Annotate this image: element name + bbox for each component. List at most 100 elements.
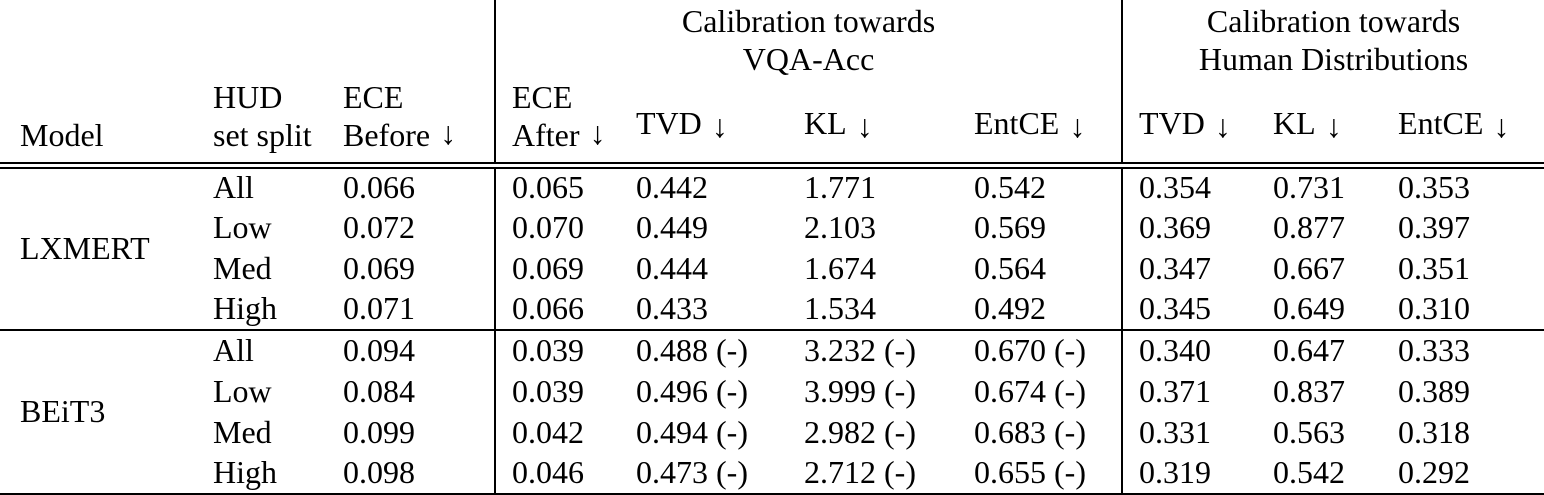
cell-entce-human: 0.318 <box>1398 413 1471 450</box>
cell-split: High <box>197 452 327 495</box>
cell-kl-human: 0.667 <box>1273 249 1346 286</box>
group-header-calibration-vqa: Calibration towards VQA-Acc <box>493 0 1123 78</box>
cell-ece-after: 0.069 <box>494 247 620 289</box>
cell-kl-human: 0.649 <box>1273 290 1346 327</box>
col-header-entce-vqa: EntCE ↓ <box>958 78 1123 169</box>
cell-kl-human: 0.837 <box>1273 372 1346 409</box>
group-human-line1: Calibration towards <box>1206 3 1461 39</box>
col-header-kl-human: KL ↓ <box>1257 78 1383 169</box>
col-header-kl-vqa: KL ↓ <box>788 78 958 169</box>
cell-ece-before: 0.084 <box>343 372 415 409</box>
cell-entce-human: 0.389 <box>1398 372 1471 409</box>
cell-split: Low <box>213 208 272 245</box>
cell-kl-vqa: 1.534 <box>804 290 876 327</box>
cell-tvd-vqa: 0.433 <box>636 290 708 327</box>
cell-kl-vqa: 3.999 (-) <box>804 372 916 409</box>
table-row: Low 0.084 0.039 0.496 (-) 3.999 (-) 0.67… <box>0 370 1544 412</box>
cell-ece-after: 0.066 <box>494 288 620 330</box>
cell-ece-before: 0.071 <box>343 290 415 327</box>
col-header-ece-before: ECE Before ↓ <box>327 0 495 169</box>
cell-ece-after: 0.039 <box>494 328 620 371</box>
cell-entce-vqa: 0.564 <box>974 249 1046 286</box>
down-arrow-icon: ↓ <box>1325 108 1342 145</box>
cell-entce-vqa: 0.569 <box>974 208 1046 245</box>
hud-label-line1: HUD <box>213 79 283 115</box>
ece-after-line2: After <box>512 117 580 153</box>
cell-kl-vqa: 2.982 (-) <box>804 413 916 450</box>
col-header-ece-after: ECE After ↓ <box>494 78 620 169</box>
cell-tvd-vqa: 0.494 (-) <box>636 413 748 450</box>
cell-tvd-human: 0.354 <box>1121 165 1258 207</box>
cell-entce-vqa: 0.674 (-) <box>974 372 1086 409</box>
group-vqa-line2: VQA-Acc <box>742 41 875 77</box>
cell-ece-after: 0.065 <box>494 165 620 207</box>
cell-entce-human: 0.353 <box>1398 169 1471 206</box>
cell-entce-vqa: 0.492 <box>974 290 1046 327</box>
table-row: High 0.098 0.046 0.473 (-) 2.712 (-) 0.6… <box>0 452 1544 495</box>
cell-tvd-vqa: 0.444 <box>636 249 708 286</box>
cell-ece-after: 0.046 <box>494 452 620 495</box>
cell-tvd-vqa: 0.442 <box>636 169 708 206</box>
table-row: BEiT3 All 0.094 0.039 0.488 (-) 3.232 (-… <box>0 328 1544 495</box>
tvd-label: TVD <box>1139 105 1205 142</box>
cell-split: High <box>213 290 277 327</box>
cell-ece-after: 0.070 <box>494 206 620 248</box>
cell-ece-before: 0.099 <box>343 413 415 450</box>
cell-tvd-human: 0.369 <box>1121 206 1258 248</box>
cell-ece-before: 0.066 <box>343 169 415 206</box>
cell-ece-before: 0.098 <box>327 452 495 495</box>
cell-entce-human: 0.397 <box>1398 208 1471 245</box>
cell-kl-human: 0.731 <box>1273 169 1346 206</box>
group-human-line2: Human Distributions <box>1198 41 1469 77</box>
model-name-cell: LXMERT <box>20 230 150 267</box>
cell-kl-human: 0.563 <box>1273 413 1346 450</box>
cell-tvd-human: 0.319 <box>1121 452 1258 495</box>
cell-tvd-human: 0.347 <box>1121 247 1258 289</box>
col-header-model-label: Model <box>20 117 104 153</box>
cell-entce-vqa: 0.542 <box>974 169 1046 206</box>
cell-split: All <box>197 328 327 371</box>
cell-tvd-vqa: 0.488 (-) <box>620 328 788 371</box>
cell-entce-vqa: 0.655 (-) <box>958 452 1123 495</box>
cell-kl-vqa: 2.712 (-) <box>788 452 958 495</box>
entce-label: EntCE <box>974 105 1060 142</box>
cell-kl-vqa: 2.103 <box>804 208 876 245</box>
table-row: Med 0.099 0.042 0.494 (-) 2.982 (-) 0.68… <box>0 411 1544 453</box>
table-row: Low 0.072 0.070 0.449 2.103 0.569 0.369 … <box>0 206 1544 248</box>
cell-ece-after: 0.039 <box>494 370 620 412</box>
cell-ece-before: 0.094 <box>327 328 495 371</box>
down-arrow-icon: ↓ <box>1069 108 1086 145</box>
cell-split: All <box>213 169 254 206</box>
cell-entce-human: 0.351 <box>1398 249 1471 286</box>
cell-entce-human: 0.292 <box>1382 452 1544 495</box>
cell-split: Med <box>213 413 272 450</box>
group-vqa-line1: Calibration towards <box>681 3 936 39</box>
down-arrow-icon: ↓ <box>440 115 457 151</box>
cell-entce-vqa: 0.670 (-) <box>958 328 1123 371</box>
cell-entce-human: 0.333 <box>1382 328 1544 371</box>
table-row: LXMERT All 0.066 0.065 0.442 1.771 0.542… <box>0 165 1544 266</box>
down-arrow-icon: ↓ <box>1493 108 1510 145</box>
col-header-entce-human: EntCE ↓ <box>1382 78 1544 169</box>
down-arrow-icon: ↓ <box>589 115 606 151</box>
ece-before-line1: ECE <box>343 79 404 115</box>
cell-tvd-human: 0.345 <box>1121 288 1258 330</box>
cell-kl-vqa: 1.771 <box>804 169 876 206</box>
group-header-calibration-human: Calibration towards Human Distributions <box>1121 0 1544 78</box>
cell-kl-vqa: 1.674 <box>804 249 876 286</box>
cell-tvd-vqa: 0.449 <box>636 208 708 245</box>
kl-label: KL <box>804 105 847 142</box>
entce-label: EntCE <box>1398 105 1484 142</box>
cell-tvd-human: 0.340 <box>1121 328 1258 371</box>
tvd-label: TVD <box>636 105 702 142</box>
col-header-tvd-human: TVD ↓ <box>1121 78 1258 169</box>
kl-label: KL <box>1273 105 1316 142</box>
table-row: Med 0.069 0.069 0.444 1.674 0.564 0.347 … <box>0 247 1544 289</box>
ece-after-line1: ECE <box>512 79 573 115</box>
cell-tvd-vqa: 0.473 (-) <box>620 452 788 495</box>
model-name-cell: BEiT3 <box>0 328 197 495</box>
cell-tvd-human: 0.371 <box>1121 370 1258 412</box>
cell-kl-human: 0.647 <box>1257 328 1383 371</box>
group-header-row: Model HUD set split ECE Before ↓ Calibra… <box>0 0 1544 169</box>
